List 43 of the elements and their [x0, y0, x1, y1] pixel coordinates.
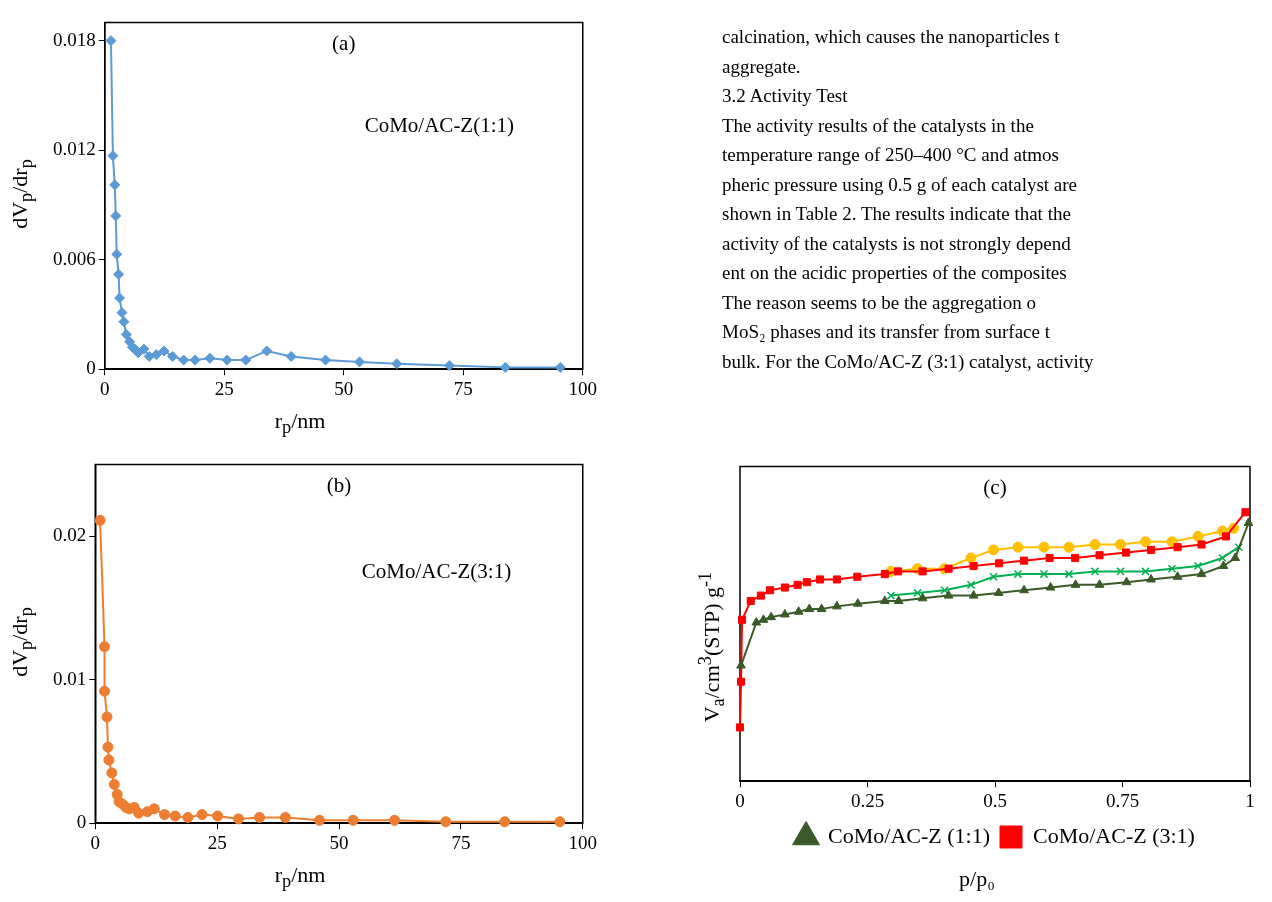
x-tick-label: 0 [735, 789, 745, 811]
x-tick-label: 75 [453, 377, 473, 399]
y-tick-label: 0.006 [53, 247, 96, 269]
text: ent on the acidic properties of the composites [722, 261, 1068, 285]
x-tick-label: 1 [1245, 789, 1255, 811]
text: temperature range of 250–400 °C and atmos [722, 143, 1060, 167]
chart-title: (c) [983, 475, 1007, 500]
x-tick-label: 75 [451, 831, 471, 853]
x-tick-label: 50 [329, 831, 349, 853]
text: The reason seems to be the aggregation o [722, 290, 1037, 315]
legend-label: CoMo/AC-Z (1:1) [828, 822, 991, 848]
text: activity of the catalysts is not strongly depend [722, 231, 1072, 256]
text: CoMo/AC-Z(3:1) [361, 558, 512, 583]
x-axis-title: r$_{p}$/nm [273, 861, 327, 892]
x-tick-label: 25 [207, 831, 227, 853]
legend-label: CoMo/AC-Z (3:1) [1033, 822, 1195, 848]
x-tick-label: 100 [568, 377, 597, 399]
text: pheric pressure using 0.5 g of each catalyst are [722, 172, 1079, 197]
text: bulk. For the CoMo/AC-Z (3:1) catalyst, activity [722, 349, 1095, 374]
x-tick-label: 0.75 [1105, 789, 1140, 811]
text: CoMo/AC-Z(1:1) [364, 112, 515, 137]
x-tick-label: 0 [100, 377, 110, 399]
y-tick-label: 0.012 [53, 138, 96, 160]
y-tick-label: 0 [86, 357, 96, 379]
text: 3.2 Activity Test [722, 84, 849, 108]
x-axis-title: p/p₀ [958, 866, 996, 892]
x-tick-label: 100 [568, 831, 597, 853]
y-tick-label: 0.02 [53, 524, 87, 546]
y-tick-label: 0.01 [53, 667, 87, 689]
text: shown in Table 2. The results indicate that the [722, 202, 1072, 226]
text: calcination, which causes the nanoparticles t [722, 25, 1061, 49]
y-tick-label: 0 [76, 811, 87, 833]
x-tick-label: 25 [214, 377, 234, 399]
chart-title: (a) [332, 30, 356, 55]
x-tick-label: 50 [334, 377, 354, 399]
x-axis-title: r$_{p}$/nm [273, 407, 327, 438]
x-tick-label: 0.5 [983, 789, 1007, 811]
y-tick-label: 0.018 [53, 28, 96, 50]
text: aggregate. [722, 54, 802, 79]
text: The activity results of the catalysts in the [722, 113, 1035, 138]
chart-title: (b) [326, 472, 352, 497]
text: MoS₂ phases and its transfer from surface t [722, 320, 1051, 344]
x-tick-label: 0.25 [850, 789, 885, 811]
